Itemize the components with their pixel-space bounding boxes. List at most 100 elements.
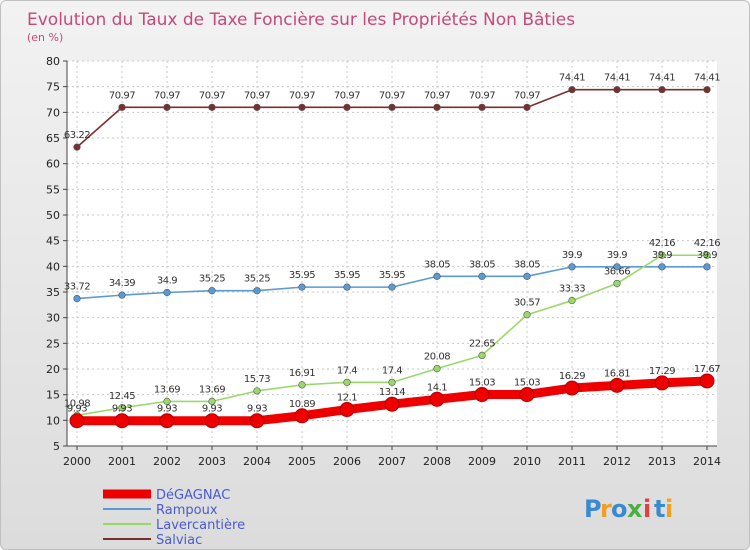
data-point (388, 378, 396, 386)
data-label: 17.67 (694, 364, 720, 375)
legend-label: DéGAGNAC (156, 488, 230, 503)
data-point (343, 283, 351, 291)
data-label: 9.93 (112, 404, 132, 415)
data-label: 16.91 (289, 368, 315, 379)
chart-subtitle: (en %) (27, 31, 63, 44)
y-tick-label: 60 (46, 158, 60, 171)
y-tick-label: 40 (46, 260, 60, 273)
data-label: 36.66 (604, 266, 630, 277)
y-tick-label: 30 (46, 312, 60, 325)
data-label: 74.41 (694, 73, 720, 84)
logo-letter: i (665, 495, 673, 523)
data-point (294, 408, 310, 424)
y-tick-label: 25 (46, 337, 60, 350)
legend-label: Rampoux (156, 503, 218, 518)
data-point (613, 86, 621, 94)
data-label: 70.97 (469, 90, 495, 101)
data-point (69, 413, 85, 429)
y-tick-label: 55 (46, 183, 60, 196)
data-point (208, 103, 216, 111)
x-tick-label: 2014 (693, 455, 721, 468)
data-point (388, 103, 396, 111)
y-tick-label: 20 (46, 363, 60, 376)
data-label: 14.1 (427, 382, 447, 393)
chart-title: Evolution du Taux de Taxe Foncière sur l… (27, 10, 575, 30)
x-tick-label: 2000 (63, 455, 91, 468)
x-tick-label: 2008 (423, 455, 451, 468)
proxiti-logo: Pr o x i t i (584, 495, 673, 523)
x-tick-label: 2013 (648, 455, 676, 468)
x-tick-label: 2011 (558, 455, 586, 468)
data-label: 30.57 (514, 298, 540, 309)
data-point (474, 387, 490, 403)
data-label: 74.41 (649, 73, 675, 84)
data-label: 16.81 (604, 368, 630, 379)
data-label: 17.4 (337, 365, 357, 376)
logo-letter: o (611, 495, 628, 523)
data-label: 15.03 (514, 378, 540, 389)
y-tick-label: 80 (46, 55, 60, 68)
data-label: 33.33 (559, 284, 585, 295)
data-label: 70.97 (334, 90, 360, 101)
logo-letter: x (627, 495, 643, 523)
y-tick-label: 50 (46, 209, 60, 222)
data-label: 16.29 (559, 371, 585, 382)
data-point (703, 86, 711, 94)
axes: 5 10 15 20 25 30 35 40 45 50 55 60 65 70 75 80 2000 2001 2… (46, 55, 721, 468)
data-point (478, 351, 486, 359)
data-label: 74.41 (604, 73, 630, 84)
data-label: 39.9 (697, 250, 717, 261)
data-label: 34.9 (157, 276, 177, 287)
data-label: 34.39 (109, 278, 135, 289)
data-labels: 33.72 34.39 34.9 35.25 35.25 35.95 35.95 35.95 3… (64, 73, 721, 415)
data-point (613, 279, 621, 288)
logo-letter: r (600, 495, 612, 523)
data-point (568, 296, 576, 305)
data-point (163, 397, 171, 405)
data-point (298, 103, 306, 111)
data-point (159, 413, 175, 429)
data-label: 63.22 (64, 130, 90, 141)
data-point (658, 251, 666, 259)
data-label: 17.29 (649, 366, 675, 377)
data-point (658, 263, 666, 271)
data-point (343, 103, 351, 111)
data-label: 12.1 (337, 393, 357, 404)
data-label: 42.16 (694, 238, 720, 249)
data-label: 13.69 (199, 384, 225, 395)
data-point (609, 377, 625, 393)
logo-letter: t (654, 495, 665, 523)
data-point (253, 103, 261, 111)
x-tick-label: 2012 (603, 455, 631, 468)
data-point (478, 103, 486, 111)
data-point (388, 283, 396, 291)
data-label: 17.4 (382, 365, 402, 376)
data-point (384, 396, 400, 412)
data-label: 9.93 (67, 404, 87, 415)
data-point (564, 380, 580, 396)
data-point (298, 381, 306, 389)
x-tick-label: 2010 (513, 455, 541, 468)
data-point (253, 387, 261, 395)
data-point (654, 375, 670, 391)
data-point (208, 397, 216, 405)
logo-letter: i (643, 495, 651, 523)
data-label: 70.97 (289, 90, 315, 101)
data-point (433, 103, 441, 111)
data-label: 70.97 (154, 90, 180, 101)
y-tick-label: 10 (46, 414, 60, 427)
data-point (208, 287, 216, 295)
data-point (343, 378, 351, 386)
data-label: 38.05 (424, 259, 450, 270)
data-point (114, 413, 130, 429)
legend-label: Salviac (156, 533, 202, 548)
data-point (658, 86, 666, 94)
y-tick-label: 15 (46, 389, 60, 402)
data-label: 10.89 (289, 399, 315, 410)
y-tick-label: 70 (46, 106, 60, 119)
x-tick-label: 2002 (153, 455, 181, 468)
data-label: 70.97 (109, 90, 135, 101)
